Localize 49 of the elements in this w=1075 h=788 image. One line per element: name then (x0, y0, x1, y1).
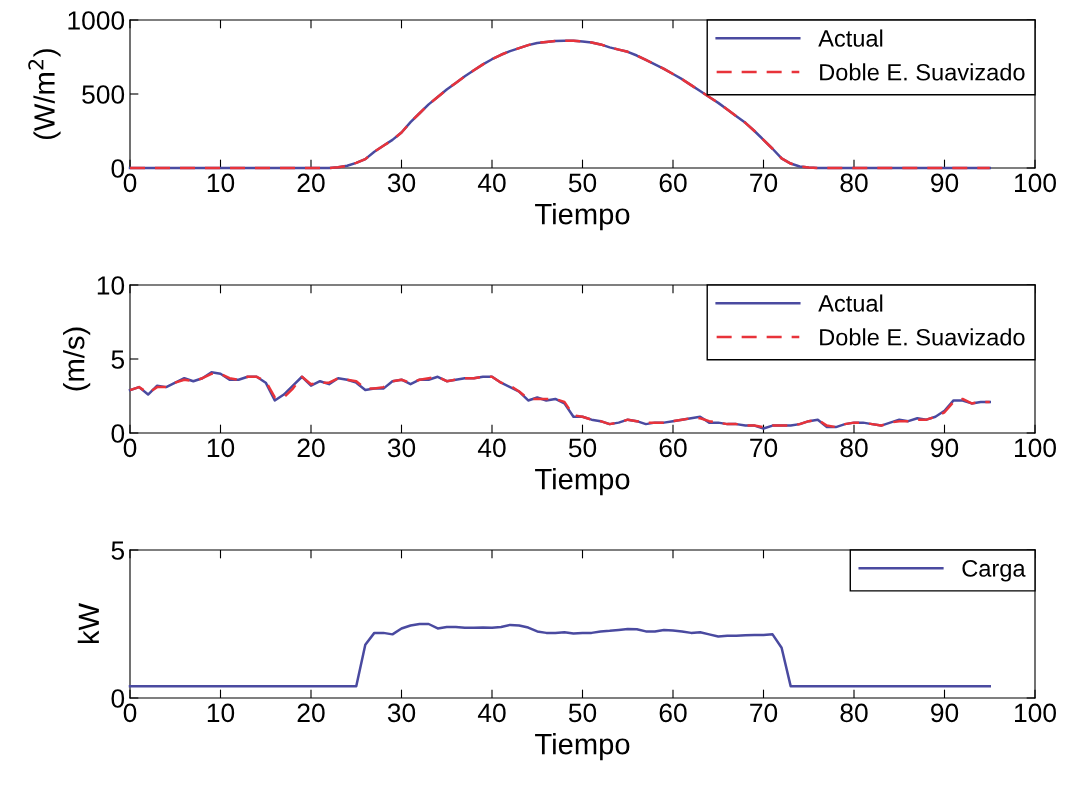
x-tick-label: 70 (750, 173, 778, 193)
x-tick-label: 60 (659, 703, 687, 723)
legend-label: Carga (962, 560, 1026, 582)
y-tick-label: 5 (111, 541, 125, 560)
x-tick-label: 80 (840, 173, 868, 193)
x-tick-label: 100 (1015, 703, 1056, 723)
y-axis-title: (m/s) (63, 327, 91, 391)
legend-label: Doble E. Suavizado (820, 328, 1025, 346)
y-tick-label: 0 (111, 159, 125, 178)
y-tick-label: 0 (111, 689, 125, 708)
x-tick-label: 70 (750, 438, 778, 458)
x-tick-label: 100 (1015, 438, 1056, 458)
x-tick-label: 100 (1015, 173, 1056, 193)
x-tick-label: 30 (387, 173, 416, 193)
y-axis-title: (W/m$^{2}$) (28, 49, 61, 139)
y-tick-label: 5 (111, 350, 125, 369)
y-tick-label: 500 (82, 85, 125, 104)
x-tick-label: 90 (931, 438, 959, 458)
x-tick-label: 30 (387, 438, 416, 458)
x-tick-label: 20 (297, 438, 325, 458)
y-tick-label: 0 (111, 424, 125, 443)
x-tick-label: 20 (297, 173, 325, 193)
y-tick-label: 10 (97, 276, 125, 295)
x-tick-label: 80 (840, 703, 868, 723)
x-tick-label: 40 (477, 438, 506, 458)
x-tick-label: 70 (750, 703, 778, 723)
x-tick-label: 80 (840, 438, 868, 458)
x-axis-title: Tiempo (535, 203, 630, 231)
y-tick-label: 1000 (68, 11, 125, 30)
legend-label: Doble E. Suavizado (820, 63, 1025, 81)
x-tick-label: 10 (207, 438, 235, 458)
x-tick-label: 30 (387, 703, 416, 723)
x-tick-label: 50 (568, 173, 597, 193)
x-tick-label: 90 (931, 703, 959, 723)
x-tick-label: 20 (297, 703, 325, 723)
x-axis-title: Tiempo (535, 468, 630, 496)
x-tick-label: 40 (477, 703, 506, 723)
x-tick-label: 60 (659, 173, 687, 193)
x-tick-label: 10 (207, 703, 235, 723)
x-tick-label: 40 (477, 173, 506, 193)
x-tick-label: 90 (931, 173, 959, 193)
y-axis-title: kW (77, 603, 99, 644)
x-tick-label: 60 (659, 438, 687, 458)
x-tick-label: 50 (568, 703, 597, 723)
x-axis-title: Tiempo (535, 733, 630, 761)
legend-label: Actual (818, 29, 883, 47)
legend-label: Actual (818, 294, 883, 312)
x-tick-label: 10 (207, 173, 235, 193)
x-tick-label: 50 (568, 438, 597, 458)
